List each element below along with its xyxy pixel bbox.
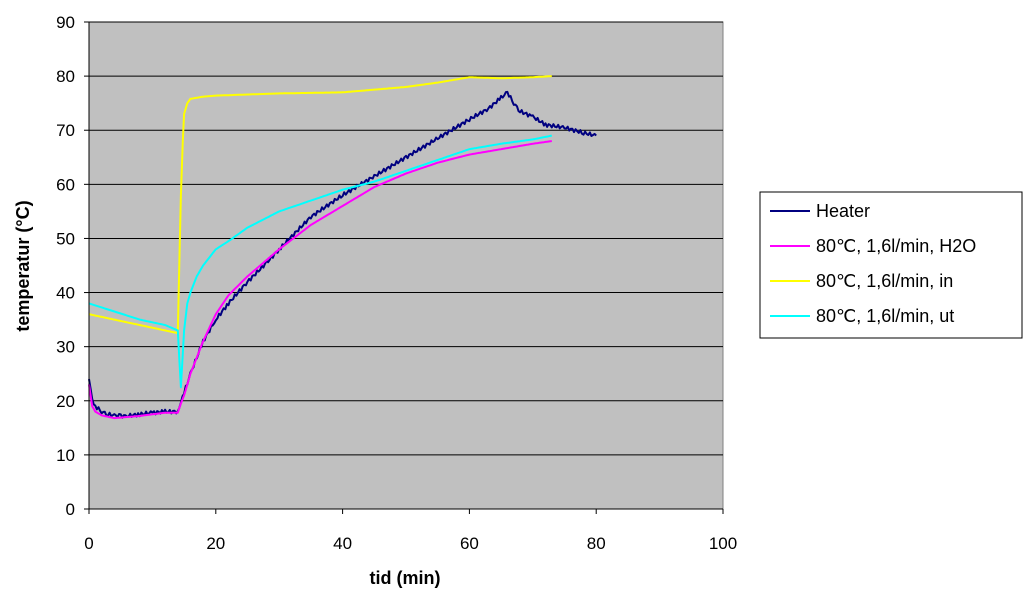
legend-items: Heater 80℃, 1,6l/min, H2O 80℃, 1,6l/min, i… xyxy=(770,201,976,326)
y-tick-label: 40 xyxy=(56,284,75,303)
y-tick-label: 0 xyxy=(66,500,75,519)
plot-area xyxy=(88,21,724,510)
y-ticks: 0 10 20 30 40 50 60 70 80 90 xyxy=(56,13,89,519)
legend: Heater 80℃, 1,6l/min, H2O 80℃, 1,6l/min, i… xyxy=(759,191,1023,339)
y-tick-label: 80 xyxy=(56,67,75,86)
legend-label: 80℃, 1,6l/min, in xyxy=(816,271,953,291)
legend-box xyxy=(759,191,1023,339)
gridlines xyxy=(89,21,723,456)
series-line-4 xyxy=(88,134,552,389)
legend-label: Heater xyxy=(816,201,870,221)
x-tick-label: 80 xyxy=(587,534,606,553)
legend-label: 80℃, 1,6l/min, H2O xyxy=(816,236,976,256)
y-tick-label: 10 xyxy=(56,446,75,465)
x-tick-label: 0 xyxy=(84,534,93,553)
y-tick-label: 30 xyxy=(56,338,75,357)
legend-label: 80℃, 1,6l/min, ut xyxy=(816,306,954,326)
series-line-1 xyxy=(88,90,597,419)
y-tick-label: 50 xyxy=(56,229,75,248)
y-tick-label: 20 xyxy=(56,392,75,411)
series-lines xyxy=(88,75,597,420)
x-tick-label: 100 xyxy=(709,534,737,553)
series-line-2 xyxy=(88,140,552,420)
y-tick-label: 90 xyxy=(56,13,75,32)
x-tick-label: 40 xyxy=(333,534,352,553)
x-ticks: 0 20 40 60 80 100 xyxy=(84,509,737,553)
series-line-3 xyxy=(88,75,552,335)
x-tick-label: 60 xyxy=(460,534,479,553)
x-axis-title: tid (min) xyxy=(370,568,441,588)
y-tick-label: 70 xyxy=(56,121,75,140)
x-tick-label: 20 xyxy=(206,534,225,553)
y-tick-label: 60 xyxy=(56,175,75,194)
y-axis-title: temperatur (°C) xyxy=(13,200,33,331)
